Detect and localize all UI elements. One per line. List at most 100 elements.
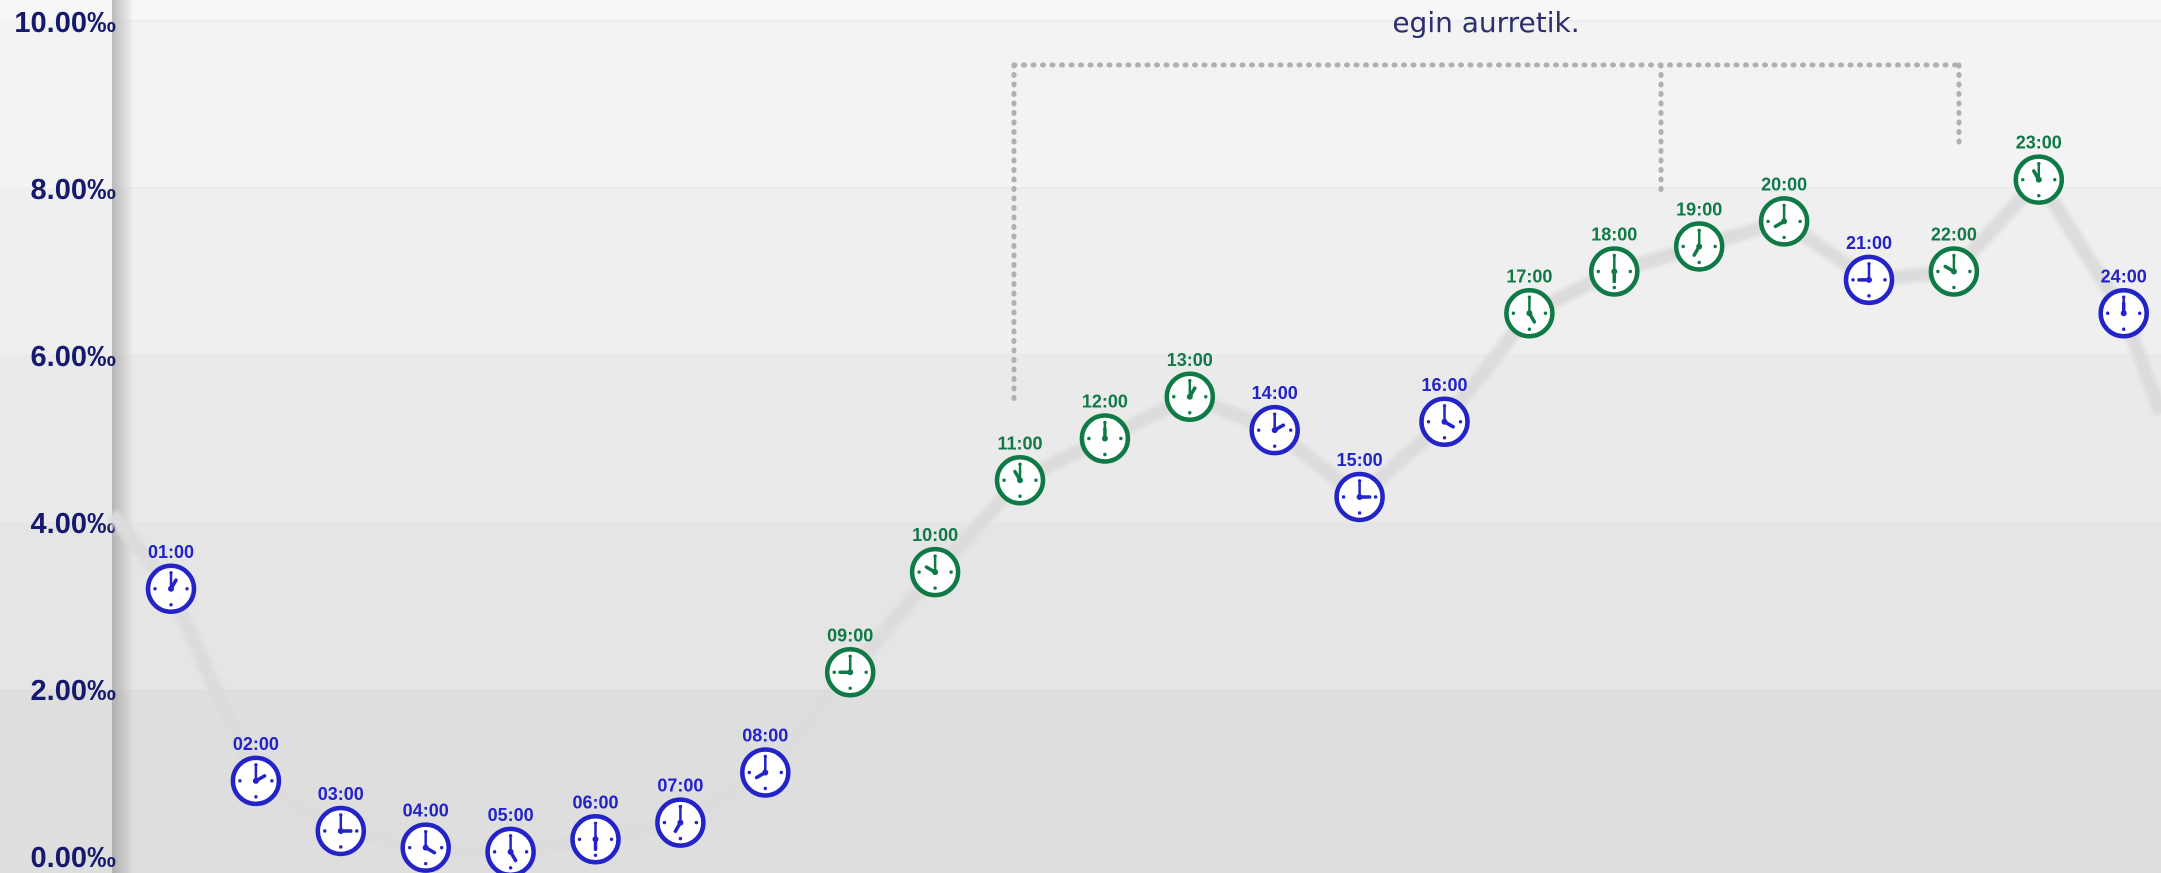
clock-tick — [1374, 495, 1377, 498]
y-tick-label: 0.00‰ — [31, 842, 116, 873]
point-label: 20:00 — [1761, 174, 1807, 194]
clock-tick — [1851, 278, 1854, 281]
clock-marker-2200: 22:00 — [1931, 225, 1977, 295]
clock-tick — [1459, 420, 1462, 423]
y-tick-label: 2.00‰ — [31, 675, 116, 707]
point-label: 15:00 — [1337, 450, 1383, 470]
clock-tick — [525, 850, 528, 853]
point-label: 18:00 — [1591, 225, 1637, 245]
clock-marker-1500: 15:00 — [1337, 450, 1383, 520]
clock-tick — [1968, 270, 1971, 273]
clock-tick — [917, 570, 920, 573]
clock-center — [1526, 310, 1532, 316]
clock-tick — [323, 829, 326, 832]
clock-tick — [1273, 444, 1276, 447]
clock-tick — [1682, 245, 1685, 248]
clock-center — [1187, 394, 1193, 400]
point-label: 06:00 — [572, 792, 618, 812]
clock-center — [1442, 419, 1448, 425]
clock-tick — [1087, 437, 1090, 440]
clock-center — [1272, 427, 1278, 433]
clock-center — [932, 569, 938, 575]
clock-tick — [780, 771, 783, 774]
point-label: 11:00 — [997, 433, 1042, 453]
clock-marker-0500: 05:00 — [488, 805, 534, 873]
clock-tick — [695, 821, 698, 824]
clock-marker-0700: 07:00 — [657, 776, 703, 846]
clock-marker-1200: 12:00 — [1082, 392, 1128, 462]
clock-tick — [663, 821, 666, 824]
y-tick-label: 4.00‰ — [31, 508, 116, 540]
grid-band — [0, 188, 2161, 355]
point-label: 08:00 — [742, 726, 788, 746]
clock-center — [338, 828, 344, 834]
clock-center — [2121, 310, 2127, 316]
clock-tick — [493, 850, 496, 853]
clock-tick — [610, 838, 613, 841]
point-label: 16:00 — [1421, 375, 1467, 395]
clock-center — [677, 820, 683, 826]
clock-tick — [2106, 312, 2109, 315]
clock-center — [847, 669, 853, 675]
clock-tick — [1544, 312, 1547, 315]
point-label: 02:00 — [233, 734, 279, 754]
clock-tick — [424, 862, 427, 865]
clock-tick — [594, 854, 597, 857]
point-label: 14:00 — [1252, 383, 1298, 403]
clock-center — [2036, 177, 2042, 183]
clock-tick — [764, 787, 767, 790]
y-tick-label: 6.00‰ — [31, 341, 116, 373]
clock-tick — [1714, 245, 1717, 248]
clock-tick — [1358, 511, 1361, 514]
clock-marker-2400: 24:00 — [2101, 266, 2147, 336]
clock-tick — [1443, 436, 1446, 439]
clock-tick — [2138, 312, 2141, 315]
clock-tick — [1698, 261, 1701, 264]
point-label: 07:00 — [657, 776, 703, 796]
clock-marker-0800: 08:00 — [742, 726, 788, 796]
clock-marker-2300: 23:00 — [2016, 133, 2062, 203]
clock-center — [1696, 243, 1702, 249]
clock-tick — [1188, 411, 1191, 414]
clock-tick — [865, 671, 868, 674]
point-label: 21:00 — [1846, 233, 1892, 253]
point-label: 04:00 — [403, 801, 449, 821]
clock-tick — [1172, 395, 1175, 398]
clock-tick — [270, 779, 273, 782]
clock-tick — [949, 570, 952, 573]
point-label: 19:00 — [1676, 199, 1722, 219]
clock-marker-2000: 20:00 — [1761, 174, 1807, 244]
clock-tick — [1103, 453, 1106, 456]
point-label: 23:00 — [2016, 133, 2062, 153]
clock-tick — [1867, 294, 1870, 297]
clock-tick — [1613, 286, 1616, 289]
clock-center — [253, 778, 259, 784]
clock-center — [168, 586, 174, 592]
clock-tick — [578, 838, 581, 841]
point-label: 03:00 — [318, 784, 364, 804]
clock-center — [1781, 218, 1787, 224]
clock-marker-2100: 21:00 — [1846, 233, 1892, 303]
clock-tick — [1798, 220, 1801, 223]
clock-marker-0200: 02:00 — [233, 734, 279, 804]
clock-tick — [1257, 428, 1260, 431]
clock-tick — [1512, 312, 1515, 315]
y-tick-label: 8.00‰ — [31, 174, 116, 206]
clock-center — [423, 845, 429, 851]
clock-tick — [1002, 479, 1005, 482]
clock-tick — [1034, 479, 1037, 482]
clock-tick — [1018, 495, 1021, 498]
point-label: 12:00 — [1082, 392, 1128, 412]
clock-marker-1800: 18:00 — [1591, 225, 1637, 295]
clock-center — [1357, 494, 1363, 500]
clock-center — [1866, 277, 1872, 283]
clock-center — [1951, 269, 1957, 275]
grid-band — [0, 522, 2161, 689]
clock-tick — [1528, 328, 1531, 331]
clock-tick — [1766, 220, 1769, 223]
point-label: 01:00 — [148, 542, 194, 562]
clock-tick — [679, 837, 682, 840]
clock-tick — [1204, 395, 1207, 398]
clock-marker-1300: 13:00 — [1167, 350, 1213, 420]
clock-tick — [2122, 328, 2125, 331]
